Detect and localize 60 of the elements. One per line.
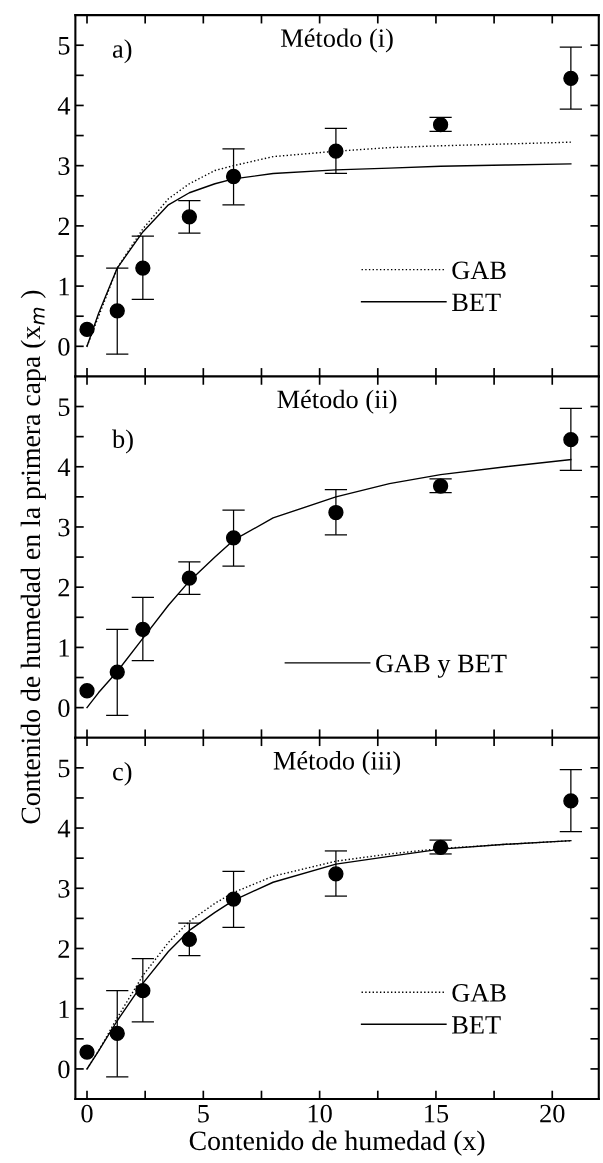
y-tick-label: 1	[59, 639, 69, 657]
legend-label: GAB y BET	[376, 654, 507, 678]
point	[225, 168, 242, 185]
point	[181, 931, 198, 948]
point	[109, 303, 125, 319]
point	[225, 891, 242, 907]
point	[328, 504, 344, 521]
y-tick-label: 0	[58, 337, 70, 356]
y-tick-label: 4	[57, 97, 71, 115]
x-tick-label: 0	[81, 1104, 93, 1123]
point	[328, 143, 344, 159]
y-tick-label: 3	[58, 879, 70, 898]
legend-label: GAB	[452, 984, 506, 1002]
y-tick-label: 3	[58, 157, 70, 176]
y-tick-label: 1	[59, 1000, 69, 1018]
point	[432, 478, 449, 494]
point	[181, 570, 198, 586]
point	[79, 321, 95, 338]
legend-label: BET	[452, 1016, 501, 1034]
x-tick-label: 20	[540, 1104, 565, 1123]
point	[135, 983, 151, 999]
annotation: c)	[113, 761, 132, 786]
x-axis-title: Contenido de humedad (x)	[189, 1130, 485, 1156]
chart-title: Método (iii)	[273, 751, 401, 776]
point	[432, 117, 449, 133]
y-tick-label: 4	[57, 819, 71, 838]
point	[563, 70, 579, 86]
point	[79, 683, 95, 699]
point	[181, 209, 198, 225]
y-axis-title: Contenido de humedad en la primera capa (x$_{m}$ )	[20, 290, 46, 824]
point	[109, 664, 125, 680]
y-tick-label: 2	[58, 578, 70, 597]
y-tick-label: 2	[58, 217, 70, 236]
y-tick-label: 2	[58, 940, 70, 958]
point	[79, 1044, 95, 1060]
x-tick-label: 5	[198, 1104, 209, 1123]
legend-label: GAB	[452, 261, 506, 280]
y-tick-label: 1	[59, 277, 69, 296]
legend-label: BET	[452, 293, 501, 311]
annotation: b)	[112, 429, 133, 454]
chart-title: Método (ii)	[277, 389, 397, 414]
point	[328, 866, 344, 882]
point	[563, 432, 579, 448]
y-tick-label: 5	[58, 759, 70, 778]
y-tick-label: 5	[58, 37, 70, 55]
x-tick-label: 15	[425, 1104, 449, 1123]
point	[563, 793, 579, 809]
y-tick-label: 3	[58, 518, 70, 537]
chart-title: Método (i)	[281, 28, 393, 53]
y-tick-label: 0	[58, 1060, 70, 1079]
y-tick-label: 0	[58, 699, 70, 718]
point	[135, 621, 151, 637]
y-tick-label: 5	[58, 398, 70, 416]
x-tick-label: 10	[308, 1104, 332, 1123]
point	[432, 839, 449, 855]
point	[225, 530, 242, 546]
annotation: a)	[112, 39, 132, 64]
y-tick-label: 4	[57, 458, 71, 476]
point	[109, 1025, 125, 1042]
point	[135, 260, 151, 276]
